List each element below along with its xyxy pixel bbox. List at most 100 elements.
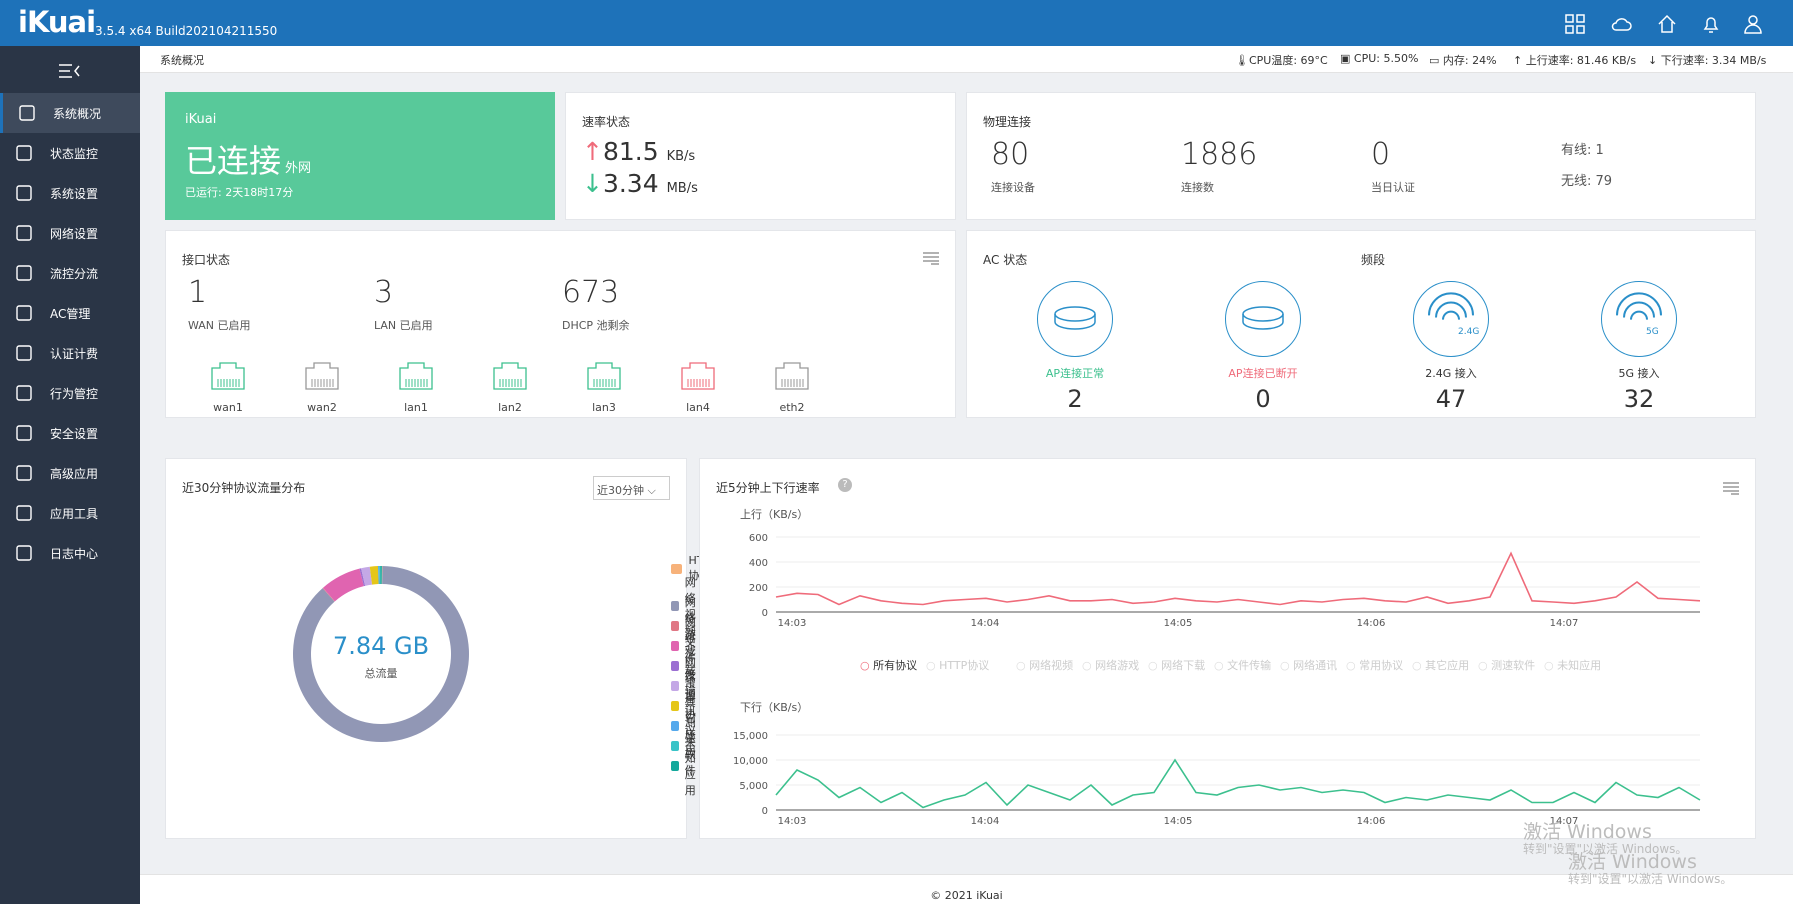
menu-icon[interactable] — [1723, 481, 1739, 495]
legend-dot: ○ — [926, 659, 940, 672]
ac-title: AC 状态 — [983, 253, 1028, 267]
home-icon[interactable] — [1656, 13, 1678, 35]
ethernet-port-icon — [399, 362, 433, 390]
ac-item-label: AP连接已断开 — [1228, 367, 1298, 380]
sidebar-item-label: 网络设置 — [50, 226, 99, 241]
sidebar-item-1[interactable]: 状态监控 — [0, 133, 140, 173]
firewall-icon — [16, 425, 32, 441]
port-label: lan1 — [404, 401, 428, 414]
legend-label: 网络下载 — [684, 616, 696, 677]
sidebar-item-0[interactable]: 系统概况 — [0, 93, 140, 133]
port-eth2[interactable]: eth2 — [770, 361, 814, 414]
sidebar-item-label: 应用工具 — [50, 506, 99, 521]
up-value: 81.5 — [602, 137, 659, 166]
series-legend-item[interactable]: ○ 常用协议 — [1346, 657, 1403, 673]
legend-item[interactable]: 文件传输 — [671, 634, 705, 698]
legend-label: 测速软件 — [684, 716, 696, 777]
series-legend-item[interactable]: ○ 所有协议 — [860, 657, 917, 673]
interface-card: 接口状态 1 WAN 已启用 3 LAN 已启用 673 DHCP 池剩余 wa… — [165, 230, 956, 418]
legend-dot: ○ — [1346, 659, 1360, 672]
help-icon[interactable]: ? — [838, 478, 852, 492]
bell-icon[interactable] — [1700, 13, 1722, 35]
sidebar: 系统概况状态监控 系统设置网络设置流控分流 AC管理认证计费行为管控 安全设置 高级应用… — [0, 46, 140, 904]
port-lan1[interactable]: lan1 — [394, 361, 438, 414]
activation-watermark: 激活 Windows — [1523, 821, 1652, 843]
legend-item[interactable]: 网络视频 — [671, 574, 705, 638]
x-tick: 14:05 — [1164, 618, 1193, 629]
legend-dot: ○ — [1478, 659, 1492, 672]
legend-label: 网络视频 — [684, 576, 696, 637]
up-arrow-icon: ↑ — [582, 137, 603, 166]
legend-item[interactable]: 常用协议 — [671, 674, 705, 738]
legend-swatch — [671, 563, 683, 574]
legend-dot: ○ — [1412, 659, 1426, 672]
protocol-title: 近30分钟协议流量分布 — [182, 481, 306, 495]
series-legend-item[interactable]: ○ 文件传输 — [1214, 657, 1271, 673]
menu-icon[interactable] — [923, 251, 939, 265]
port-lan2[interactable]: lan2 — [488, 361, 532, 414]
sidebar-item-8[interactable]: 安全设置 — [0, 413, 140, 453]
series-legend-item[interactable]: ○ 网络下载 — [1148, 657, 1205, 673]
user-icon[interactable] — [1742, 13, 1764, 35]
connection-state: 已连接 外网 — [185, 136, 311, 182]
series-legend-item[interactable]: ○ 网络通讯 — [1280, 657, 1337, 673]
legend-item[interactable]: 未知应用 — [671, 734, 705, 798]
ethernet-port-icon — [305, 362, 339, 390]
ethernet-port-icon — [681, 362, 715, 390]
legend-item[interactable]: 网络游戏 — [671, 594, 705, 658]
auth-count: 0 — [1371, 137, 1391, 172]
port-lan4[interactable]: lan4 — [676, 361, 720, 414]
series-legend-item[interactable]: ○ 网络游戏 — [1082, 657, 1139, 673]
uptime-label: 已运行: 2天18时17分 — [185, 186, 294, 199]
sidebar-item-label: 系统概况 — [53, 106, 102, 121]
grid-icon[interactable] — [1564, 13, 1586, 35]
network-icon — [16, 225, 32, 241]
series-legend-item[interactable]: ○ 其它应用 — [1412, 657, 1469, 673]
sidebar-item-7[interactable]: 行为管控 — [0, 373, 140, 413]
version-label: 3.5.4 x64 Build202104211550 — [95, 24, 278, 38]
y-tick: 0 — [762, 806, 768, 817]
legend-dot: ○ — [1016, 659, 1030, 672]
series-legend-item[interactable]: ○ 网络视频 — [1016, 657, 1073, 673]
port-label: eth2 — [779, 401, 805, 414]
sidebar-item-5[interactable]: AC管理 — [0, 293, 140, 333]
series-legend-item[interactable]: ○ HTTP协议 — [926, 657, 989, 673]
x-tick: 14:04 — [971, 816, 1000, 827]
donut-slice-9 — [380, 566, 382, 585]
sidebar-item-11[interactable]: 日志中心 — [0, 533, 140, 573]
tools-icon — [16, 505, 32, 521]
donut-slice-5 — [361, 566, 373, 586]
sidebar-item-4[interactable]: 流控分流 — [0, 253, 140, 293]
series-legend-item[interactable]: ○ 未知应用 — [1544, 657, 1601, 673]
gear-icon — [16, 185, 32, 201]
legend-item[interactable]: 其它应用 — [671, 694, 705, 758]
ac-item-value: 2 — [1067, 385, 1083, 413]
sidebar-item-9[interactable]: 高级应用 — [0, 453, 140, 493]
x-tick: 14:04 — [971, 618, 1000, 629]
y-tick: 5,000 — [739, 781, 768, 792]
header-bar: 系统概况 🌡CPU温度: 69°C ▣ CPU: 5.50% ▭ 内存: 24%… — [140, 46, 1793, 73]
legend-item[interactable]: 网络下载 — [671, 614, 705, 678]
legend-item[interactable]: 测速软件 — [671, 714, 705, 778]
sidebar-item-2[interactable]: 系统设置 — [0, 173, 140, 213]
download-axis-label: 下行（KB/s） — [740, 701, 809, 714]
port-wan2[interactable]: wan2 — [300, 361, 344, 414]
monitor-icon — [16, 145, 32, 161]
series-legend-item[interactable]: ○ 测速软件 — [1478, 657, 1535, 673]
sidebar-item-10[interactable]: 应用工具 — [0, 493, 140, 533]
speed-card: 速率状态 ↑81.5 KB/s ↓3.34 MB/s — [565, 92, 956, 220]
rate-title: 近5分钟上下行速率 — [716, 481, 820, 495]
legend-swatch — [671, 601, 679, 611]
sidebar-item-label: 认证计费 — [50, 346, 99, 361]
sidebar-item-6[interactable]: 认证计费 — [0, 333, 140, 373]
legend-label: 网络游戏 — [684, 596, 696, 657]
port-lan3[interactable]: lan3 — [582, 361, 626, 414]
menu-collapse-icon[interactable] — [58, 62, 80, 80]
sidebar-item-3[interactable]: 网络设置 — [0, 213, 140, 253]
y-tick: 0 — [762, 608, 768, 619]
cloud-icon[interactable] — [1610, 13, 1632, 35]
port-wan1[interactable]: wan1 — [206, 361, 250, 414]
time-range-select[interactable]: 近30分钟 ⌵ — [593, 476, 670, 500]
legend-item[interactable]: 网络通讯 — [671, 654, 705, 718]
physical-title: 物理连接 — [983, 115, 1032, 129]
